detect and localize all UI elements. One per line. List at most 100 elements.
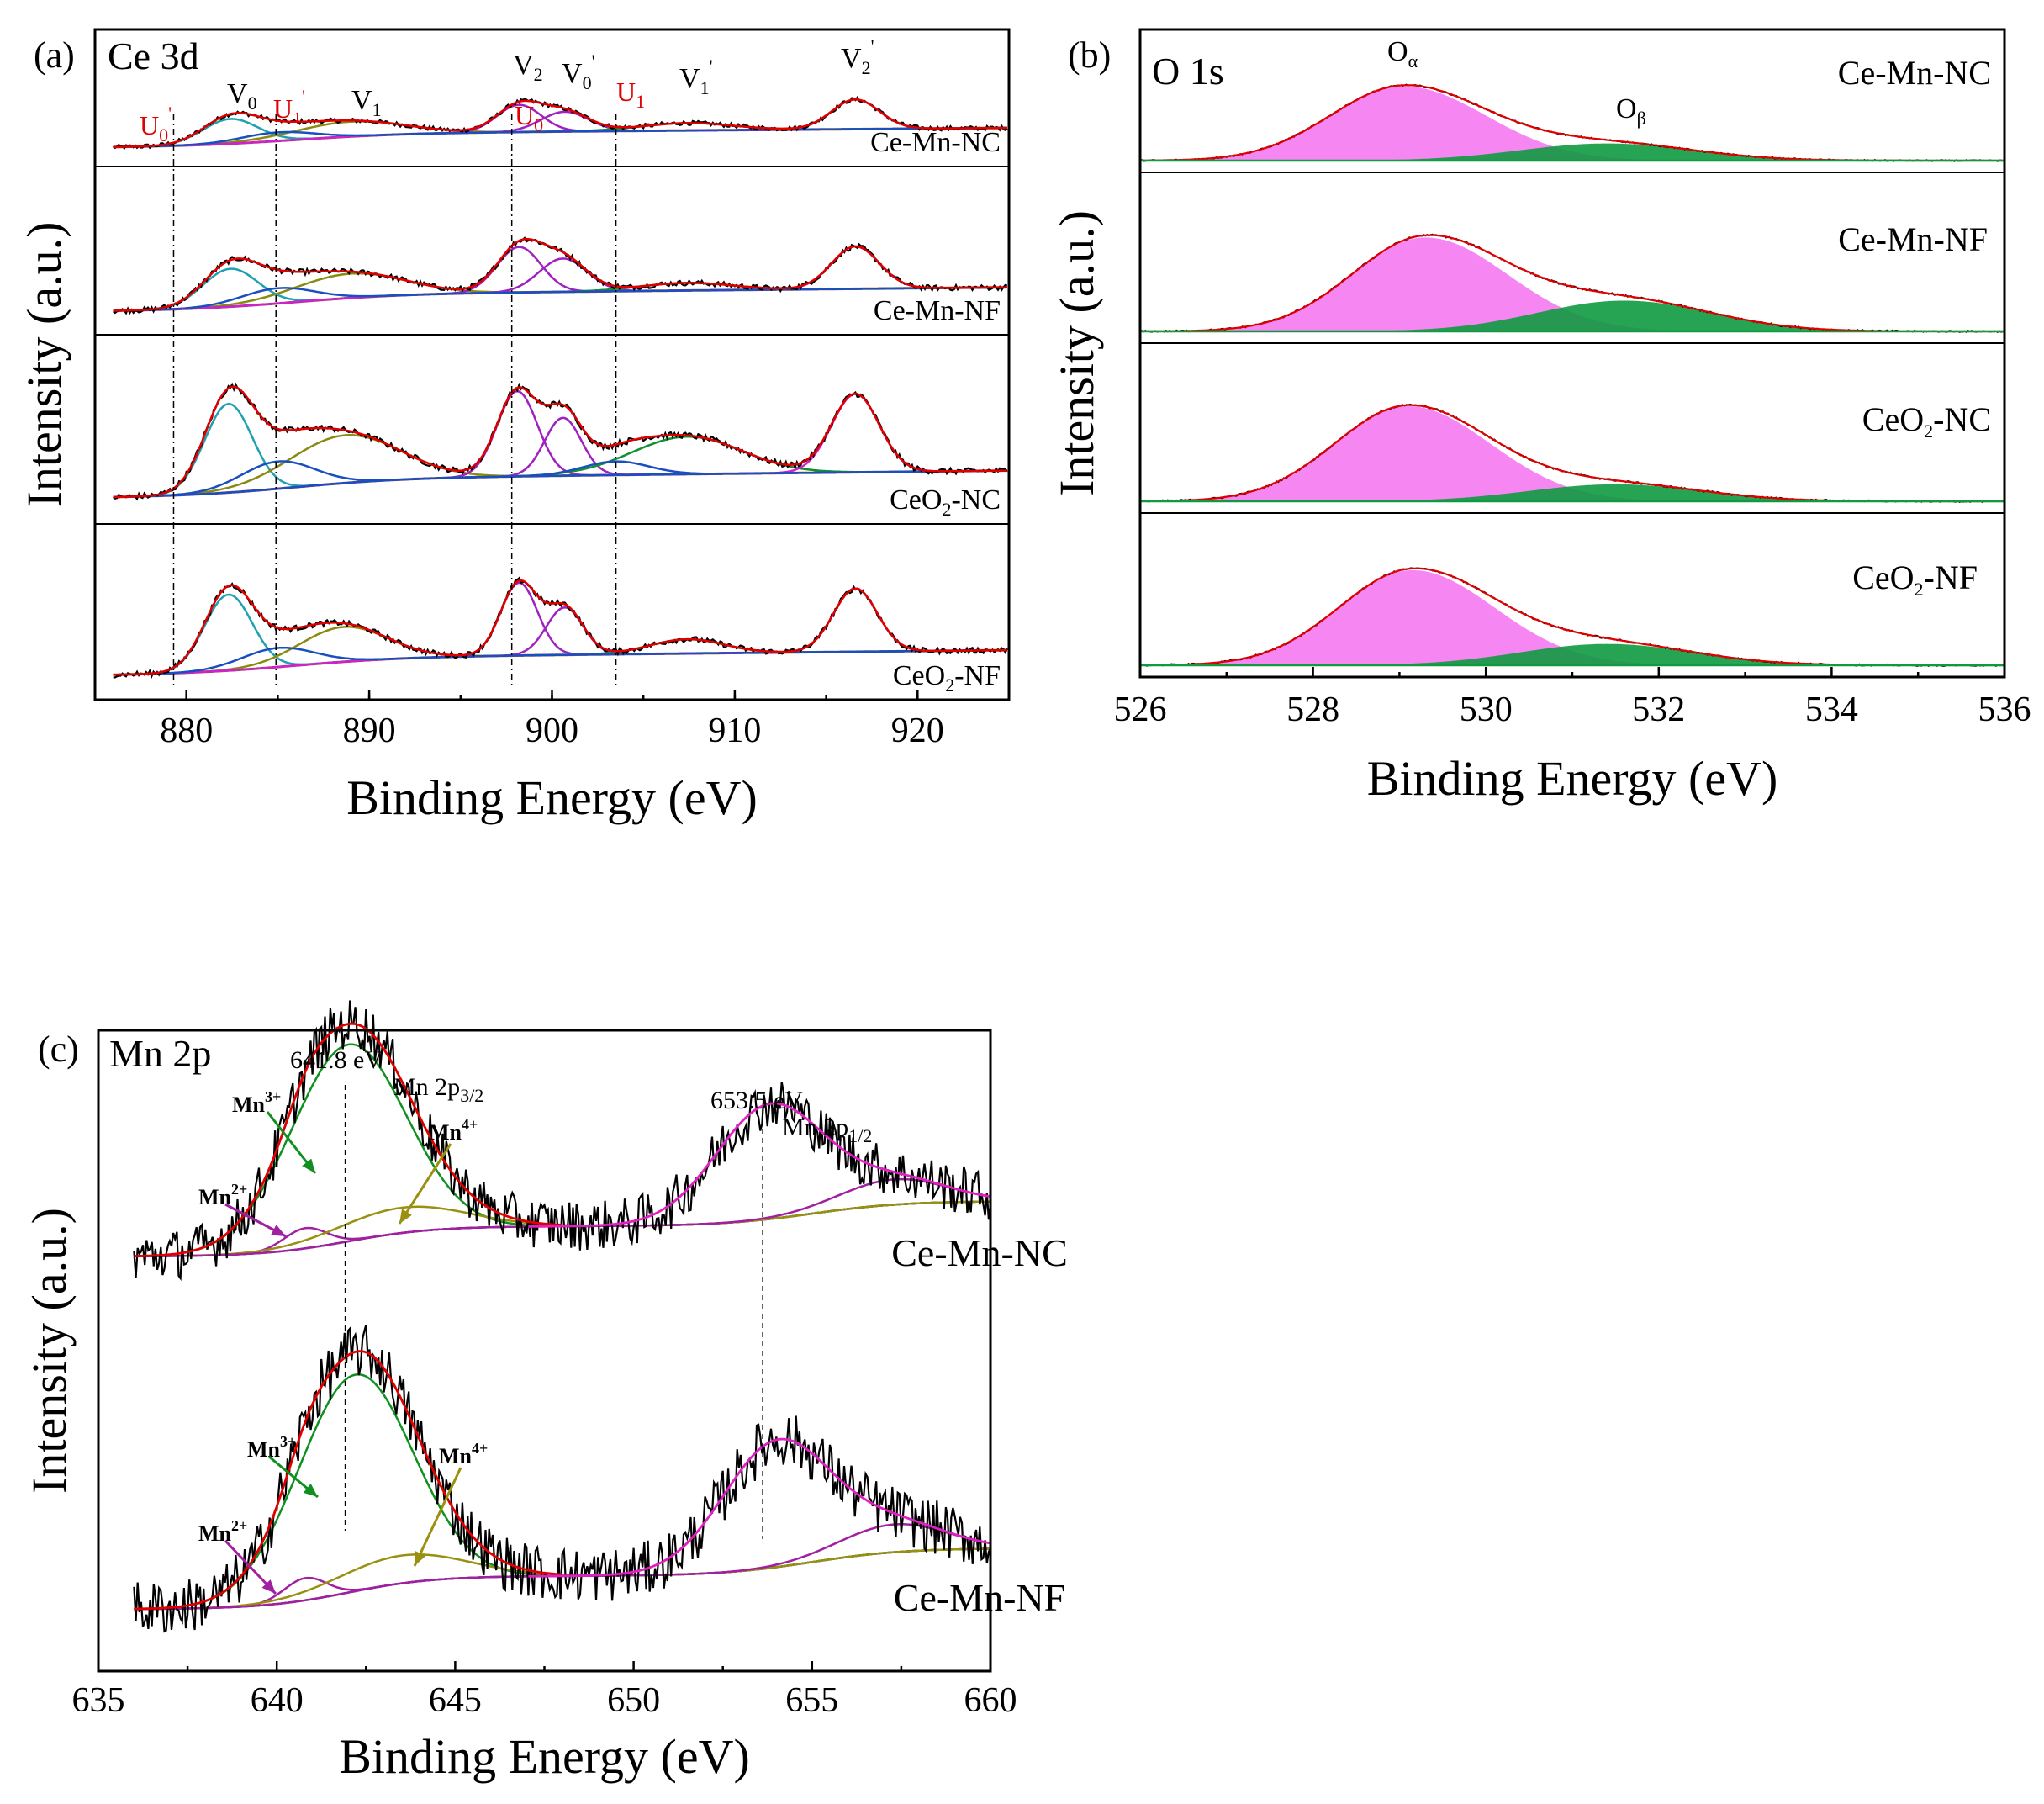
component-2p12	[528, 1437, 991, 1578]
x-tick-label: 910	[708, 712, 761, 750]
sample-label-subscript: 2	[945, 675, 954, 696]
x-tick-label: 530	[1460, 690, 1513, 729]
component-label-base: O	[1616, 93, 1637, 124]
peak-label: V0'	[562, 50, 595, 93]
x-tick-label: 640	[251, 1681, 304, 1720]
spectrum-3	[113, 576, 1008, 679]
peak-label-base: V	[562, 58, 583, 89]
species-arrow	[413, 1467, 462, 1567]
species-arrowhead	[399, 1209, 412, 1224]
x-tick-label: 526	[1114, 690, 1167, 729]
component-V2_V0p-3	[113, 416, 1007, 499]
x-tick-label: 528	[1286, 690, 1339, 729]
envelope-fit	[113, 385, 1007, 499]
component-label-subscript: α	[1408, 50, 1418, 71]
species-arrow	[398, 1143, 452, 1225]
species-label-base: Mn	[247, 1437, 281, 1462]
raw-spectrum	[133, 1000, 992, 1282]
peak-label-subscript: 1	[372, 99, 382, 120]
peak-label-base: U	[140, 110, 159, 140]
component-fill-alpha	[1140, 86, 2004, 161]
species-label: Mn3+	[232, 1088, 281, 1117]
envelope-fit	[113, 98, 1007, 149]
species-arrowhead	[303, 1484, 318, 1497]
sample-label: CeO2-NF	[1852, 558, 1978, 600]
x-axis-label: Binding Energy (eV)	[346, 770, 758, 825]
peak-label: V2'	[841, 35, 874, 78]
sample-label: Ce-Mn-NF	[1838, 220, 1988, 258]
species-label-superscript: 2+	[231, 1517, 247, 1534]
sample-label-subscript: 2	[1915, 579, 1924, 600]
y-axis-label: Intensity (a.u.)	[17, 222, 71, 508]
peak-label-base: V	[351, 85, 372, 116]
sample-label-suffix: -NC	[951, 484, 1001, 516]
component-fill-beta	[1140, 300, 2004, 331]
background-line	[113, 469, 1007, 499]
peak-assignment-label: Mn 2p1/2	[782, 1114, 872, 1146]
component-label-beta: Oβ	[1616, 93, 1646, 129]
species-label-superscript: 3+	[265, 1088, 281, 1105]
component-fill-beta	[1140, 643, 2004, 665]
species-label: Mn2+	[198, 1181, 247, 1209]
peak-label-subscript: 2	[534, 64, 543, 85]
panel-title: Mn 2p	[109, 1032, 211, 1075]
x-tick-label: 532	[1632, 690, 1685, 729]
peak-label-subscript: 0	[534, 114, 543, 135]
sample-label-suffix: -NC	[1933, 400, 1991, 438]
species-label: Mn3+	[247, 1433, 296, 1462]
sample-label-text: CeO	[1862, 400, 1924, 438]
x-tick-label: 655	[785, 1681, 838, 1720]
species-label-base: Mn	[429, 1120, 462, 1145]
component-2p12	[528, 1102, 991, 1228]
panel-title: O 1s	[1152, 50, 1224, 93]
species-label-superscript: 4+	[462, 1116, 478, 1133]
sample-label-text: CeO	[1852, 558, 1914, 596]
component-U-7	[113, 460, 1007, 499]
peak-label-base: U	[515, 100, 534, 130]
panel-title: Ce 3d	[108, 34, 199, 77]
species-label-base: Mn	[232, 1092, 266, 1117]
species-label-superscript: 2+	[231, 1181, 247, 1198]
sample-label-subscript: 2	[942, 499, 951, 520]
sample-label: CeO2-NC	[1862, 400, 1991, 442]
panel-tag: (a)	[34, 34, 75, 76]
component-U-6	[113, 126, 1007, 149]
peak-label: V1	[351, 85, 382, 120]
peak-label-superscript: '	[302, 86, 305, 107]
spectrum-1	[1139, 233, 2005, 334]
panel-tag: (c)	[38, 1029, 79, 1070]
x-tick-label: 900	[526, 712, 578, 750]
spectrum-1	[133, 1325, 991, 1633]
spectrum-1	[113, 236, 1008, 315]
component-V2_V0p-3	[113, 606, 1007, 676]
peak-label-base: V	[227, 78, 248, 109]
component-fill-alpha	[1140, 237, 2004, 331]
x-tick-label: 880	[160, 712, 213, 750]
species-label: Mn4+	[429, 1116, 478, 1145]
peak-label-subscript: 0	[583, 72, 592, 93]
peak-label: V1'	[679, 56, 713, 98]
peak-label-subscript: 1	[700, 77, 710, 98]
peak-label: U0	[515, 100, 543, 135]
peak-label: U0'	[140, 103, 172, 145]
spectrum-0	[133, 1000, 992, 1282]
component-fill-alpha	[1140, 569, 2004, 665]
x-tick-label: 645	[429, 1681, 482, 1720]
y-axis-label: Intensity (a.u.)	[1049, 210, 1104, 496]
sample-label: Ce-Mn-NC	[870, 127, 1001, 158]
component-fill-alpha	[1140, 405, 2004, 501]
envelope-fit	[113, 237, 1007, 312]
peak-label-superscript: '	[168, 103, 172, 124]
sample-label-suffix: -NF	[1924, 558, 1978, 596]
sample-label: Ce-Mn-NF	[894, 1576, 1065, 1619]
peak-label-superscript: '	[871, 35, 874, 56]
y-axis-label: Intensity (a.u.)	[22, 1208, 77, 1494]
sample-label-suffix: -NF	[954, 660, 1001, 691]
spectrum-2	[1139, 403, 2005, 504]
peak-label: V0	[227, 78, 257, 114]
sample-label: CeO2-NF	[893, 660, 1001, 696]
peak-label: U1	[616, 77, 645, 112]
sample-label: CeO2-NC	[890, 484, 1001, 520]
